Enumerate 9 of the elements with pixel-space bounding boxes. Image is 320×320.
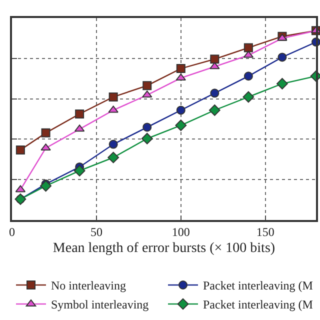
x-tick-label: 100 [172, 225, 190, 240]
x-tick-label: 50 [90, 225, 102, 240]
legend-label: Symbol interleaving [51, 298, 149, 312]
x-axis-title: Mean length of error bursts (× 100 bits) [52, 240, 276, 256]
legend-label: Packet interleaving (M [203, 278, 314, 293]
x-tick-label: 0 [9, 225, 15, 240]
legend-label: Packet interleaving (M [203, 298, 314, 312]
x-tick-label: 150 [256, 225, 274, 240]
legend-label: No interleaving [51, 278, 126, 293]
